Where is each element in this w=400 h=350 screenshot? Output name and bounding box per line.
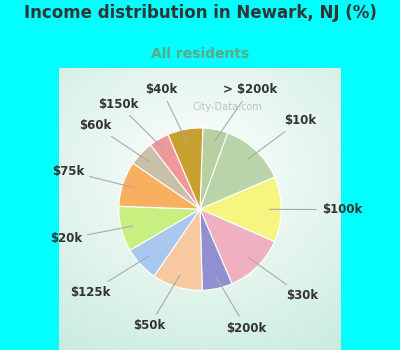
Text: $75k: $75k <box>52 164 134 188</box>
Text: City-Data.com: City-Data.com <box>192 102 262 112</box>
Wedge shape <box>119 163 200 209</box>
Wedge shape <box>200 128 228 209</box>
Text: $40k: $40k <box>145 83 186 141</box>
Text: Income distribution in Newark, NJ (%): Income distribution in Newark, NJ (%) <box>24 4 376 21</box>
Text: $125k: $125k <box>71 256 149 299</box>
Text: $100k: $100k <box>269 203 362 216</box>
Text: $20k: $20k <box>50 226 133 245</box>
Text: All residents: All residents <box>151 47 249 61</box>
Text: $30k: $30k <box>249 258 318 302</box>
Text: $10k: $10k <box>248 114 316 159</box>
Wedge shape <box>154 209 202 290</box>
Text: $50k: $50k <box>133 275 180 332</box>
Wedge shape <box>200 177 281 241</box>
Wedge shape <box>119 206 200 250</box>
Wedge shape <box>168 128 203 209</box>
Wedge shape <box>130 209 200 276</box>
Text: $200k: $200k <box>216 276 266 335</box>
Text: $150k: $150k <box>98 98 164 150</box>
Wedge shape <box>150 134 200 209</box>
Text: $60k: $60k <box>79 119 149 162</box>
Wedge shape <box>200 209 274 284</box>
Text: > $200k: > $200k <box>214 83 278 141</box>
Wedge shape <box>200 209 232 290</box>
Wedge shape <box>133 145 200 209</box>
Wedge shape <box>200 133 274 209</box>
